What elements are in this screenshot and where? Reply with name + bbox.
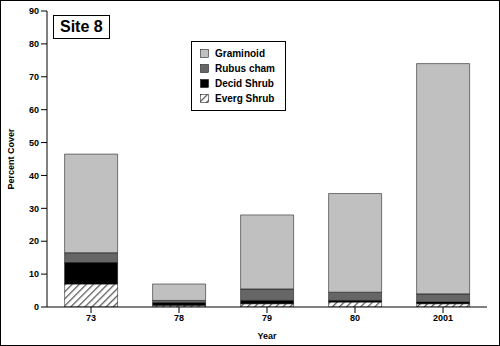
svg-text:2001: 2001 — [433, 313, 453, 323]
svg-text:90: 90 — [29, 6, 39, 16]
svg-text:Year: Year — [257, 331, 277, 341]
html-text:Site 8: Site 8 — [60, 18, 103, 35]
html-text:Rubus cham: Rubus cham — [215, 63, 275, 74]
svg-text:79: 79 — [262, 313, 272, 323]
html-text:Graminoid: Graminoid — [215, 48, 265, 59]
svg-text:60: 60 — [29, 105, 39, 115]
svg-text:Percent Cover: Percent Cover — [8, 128, 16, 190]
svg-text:40: 40 — [29, 171, 39, 181]
svg-text:10: 10 — [29, 269, 39, 279]
svg-text:80: 80 — [350, 313, 360, 323]
svg-text:80: 80 — [29, 39, 39, 49]
svg-text:70: 70 — [29, 72, 39, 82]
svg-text:50: 50 — [29, 138, 39, 148]
svg-text:30: 30 — [29, 204, 39, 214]
svg-text:20: 20 — [29, 236, 39, 246]
html-text:Decid Shrub: Decid Shrub — [215, 78, 274, 89]
html-text:Everg Shrub: Everg Shrub — [215, 93, 275, 104]
svg-text:78: 78 — [174, 313, 184, 323]
svg-text:0: 0 — [34, 302, 39, 312]
svg-text:73: 73 — [86, 313, 96, 323]
